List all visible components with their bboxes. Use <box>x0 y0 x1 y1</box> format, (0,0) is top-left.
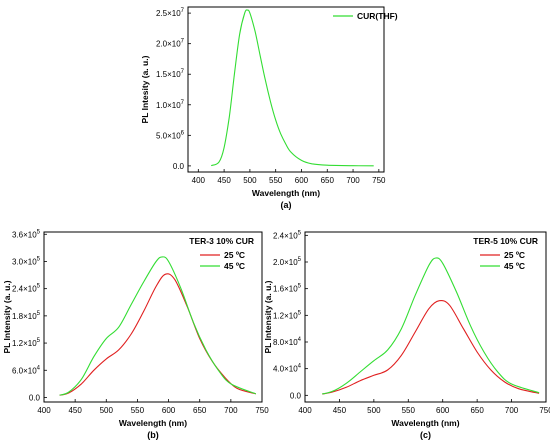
y-tick-label: 3.6×105 <box>12 229 41 239</box>
x-axis-label: Wavelength (nm) <box>119 418 187 428</box>
y-tick-label: 2.4×105 <box>12 284 41 294</box>
x-tick-label: 750 <box>372 176 386 185</box>
series-line <box>59 256 256 396</box>
legend-label: 25 ºC <box>224 250 245 260</box>
y-tick-label: 2.0×107 <box>156 39 185 49</box>
x-tick-label: 550 <box>269 176 283 185</box>
x-tick-label: 600 <box>436 406 450 415</box>
plot-frame <box>187 6 385 173</box>
x-tick-label: 600 <box>295 176 309 185</box>
legend-title: TER-5 10% CUR <box>473 236 538 246</box>
x-tick-label: 400 <box>192 176 206 185</box>
series-line <box>210 9 374 167</box>
legend-label: 45 ºC <box>224 261 245 271</box>
x-tick-label: 450 <box>68 406 82 415</box>
y-tick-label: 1.6×105 <box>273 284 302 294</box>
y-tick-label: 5.0×106 <box>156 130 185 140</box>
x-tick-label: 600 <box>162 406 176 415</box>
y-tick-label: 4.0×104 <box>273 364 302 374</box>
legend-label: 25 ºC <box>504 250 525 260</box>
y-tick-label: 1.8×105 <box>12 311 41 321</box>
y-tick-label: 2.5×107 <box>156 8 185 18</box>
x-tick-label: 650 <box>193 406 207 415</box>
y-tick-label: 3.0×105 <box>12 256 41 266</box>
y-tick-label: 1.2×105 <box>273 310 302 320</box>
y-tick-label: 6.0×104 <box>12 365 41 375</box>
x-tick-label: 700 <box>346 176 360 185</box>
x-tick-label: 500 <box>100 406 114 415</box>
x-tick-label: 750 <box>539 406 550 415</box>
y-tick-label: 2.0×105 <box>273 257 302 267</box>
legend-title: TER-3 10% CUR <box>189 236 254 246</box>
panel-b: 400 450 500 550 600 650 700 750 0.0 6.0×104 1.2×10… <box>2 229 269 440</box>
y-axis-label: PL Intensity (a. u.) <box>263 280 273 353</box>
x-tick-label: 550 <box>131 406 145 415</box>
x-tick-label: 650 <box>321 176 335 185</box>
x-tick-label: 500 <box>243 176 257 185</box>
y-tick-label: 1.2×105 <box>12 338 41 348</box>
panel-a: 400 450 500 550 600 650 700 750 0.0 5.0×106 1.0×10… <box>140 6 398 210</box>
x-tick-label: 550 <box>402 406 416 415</box>
legend-label: CUR(THF) <box>357 11 398 21</box>
x-tick-label: 450 <box>333 406 347 415</box>
y-tick-label: 1.0×107 <box>156 100 185 110</box>
y-tick-label: 8.0×104 <box>273 337 302 347</box>
series-line <box>322 299 540 395</box>
x-tick-label: 400 <box>37 406 51 415</box>
y-tick-label: 1.5×107 <box>156 69 185 79</box>
y-tick-label: 2.4×105 <box>273 230 302 240</box>
y-axis-label: PL Intesity (a. u.) <box>140 55 150 123</box>
x-tick-label: 700 <box>505 406 519 415</box>
x-axis-label: Wavelength (nm) <box>391 418 459 428</box>
y-axis-label: PL Intensity (a. u.) <box>2 280 12 353</box>
panel-c: 400 450 500 550 600 650 700 750 0.0 4.0×104 8.0×10… <box>263 230 550 440</box>
y-tick-label: 0.0 <box>290 391 302 400</box>
x-tick-label: 700 <box>224 406 238 415</box>
panel-label: (b) <box>147 430 159 440</box>
x-axis-label: Wavelength (nm) <box>252 188 320 198</box>
x-tick-label: 400 <box>298 406 312 415</box>
panel-label: (a) <box>281 200 292 210</box>
legend-label: 45 ºC <box>504 261 525 271</box>
plot-frame <box>304 231 547 403</box>
panel-label: (c) <box>420 430 431 440</box>
x-tick-label: 650 <box>470 406 484 415</box>
x-tick-label: 500 <box>367 406 381 415</box>
y-tick-label: 0.0 <box>29 393 41 402</box>
series-line <box>59 273 256 396</box>
x-tick-label: 450 <box>217 176 231 185</box>
x-tick-label: 750 <box>255 406 269 415</box>
y-tick-label: 0.0 <box>173 162 185 171</box>
series-line <box>322 257 540 395</box>
plot-frame <box>43 231 263 403</box>
